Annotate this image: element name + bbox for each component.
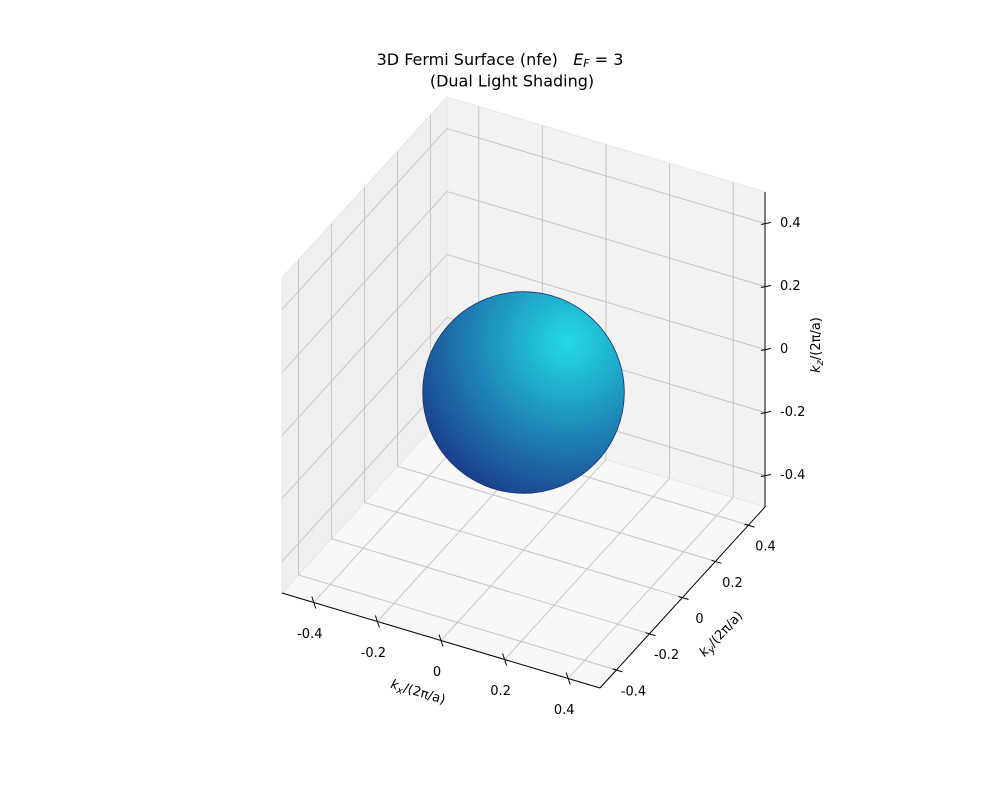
label-rest: /(2π/a) (402, 681, 447, 708)
title-gap (558, 50, 573, 69)
y-tick (678, 596, 689, 600)
x-tick-label: 0.2 (490, 684, 511, 699)
label-rest: /(2π/a) (809, 317, 824, 360)
x-tick (374, 615, 380, 628)
grid-line (281, 191, 448, 373)
y-tick (744, 523, 755, 528)
ylabel-axis-label: ky/(2π/a) (696, 608, 747, 661)
label-subscript: z (815, 359, 826, 366)
grid-line (446, 128, 766, 224)
x-tick-label: 0 (433, 665, 441, 680)
chart-title: 3D Fermi Surface (nfe) EF = 3 (377, 50, 624, 71)
x-tick-label: 0.4 (554, 703, 575, 718)
grid-line (281, 128, 448, 310)
y-tick-label: -0.2 (654, 648, 679, 663)
grid-line (298, 574, 617, 671)
z-tick-label: 0.4 (780, 216, 801, 231)
grid-line (281, 380, 448, 562)
z-tick (760, 222, 772, 225)
label-rest: /(2π/a) (705, 608, 745, 650)
y-tick (645, 632, 656, 637)
title-text: 3D Fermi Surface (nfe) (377, 50, 558, 69)
y-tick-label: 0.4 (755, 540, 776, 555)
x-tick-label: -0.2 (361, 646, 386, 661)
grid-line (331, 538, 650, 635)
z-tick (760, 411, 772, 414)
z-tick (760, 285, 772, 288)
y-tick-label: -0.4 (621, 684, 646, 699)
z-tick (760, 474, 772, 477)
x-tick (311, 596, 317, 609)
chart-subtitle: (Dual Light Shading) (430, 72, 594, 91)
x-tick (565, 672, 571, 685)
energy-subscript: F (583, 57, 590, 70)
energy-value: = 3 (590, 50, 624, 69)
grid-line (446, 254, 766, 350)
grid-line (281, 317, 448, 499)
energy-symbol: E (573, 50, 584, 69)
label-subscript: x (394, 685, 404, 698)
z-tick-label: 0.2 (780, 279, 801, 294)
y-tick-label: 0 (695, 612, 703, 627)
grid-line (364, 502, 683, 598)
zlabel-axis-label: kz/(2π/a) (809, 317, 827, 373)
fermi-sphere (422, 291, 625, 494)
x-tick-label: -0.4 (297, 627, 322, 642)
grid-line (446, 191, 766, 287)
grid-line (397, 465, 716, 562)
z-tick (760, 348, 772, 351)
xlabel-axis-label: kx/(2π/a) (388, 677, 447, 710)
x-tick (438, 634, 444, 647)
grid-line (281, 254, 448, 436)
marks (422, 291, 625, 494)
y-tick (711, 559, 722, 564)
z-tick-label: -0.2 (780, 405, 805, 420)
y-tick-label: 0.2 (722, 576, 743, 591)
z-tick-label: 0 (780, 342, 788, 357)
y-tick (612, 668, 623, 673)
z-tick-label: -0.4 (780, 468, 805, 483)
x-tick (502, 653, 508, 666)
label-symbol: k (809, 365, 824, 373)
